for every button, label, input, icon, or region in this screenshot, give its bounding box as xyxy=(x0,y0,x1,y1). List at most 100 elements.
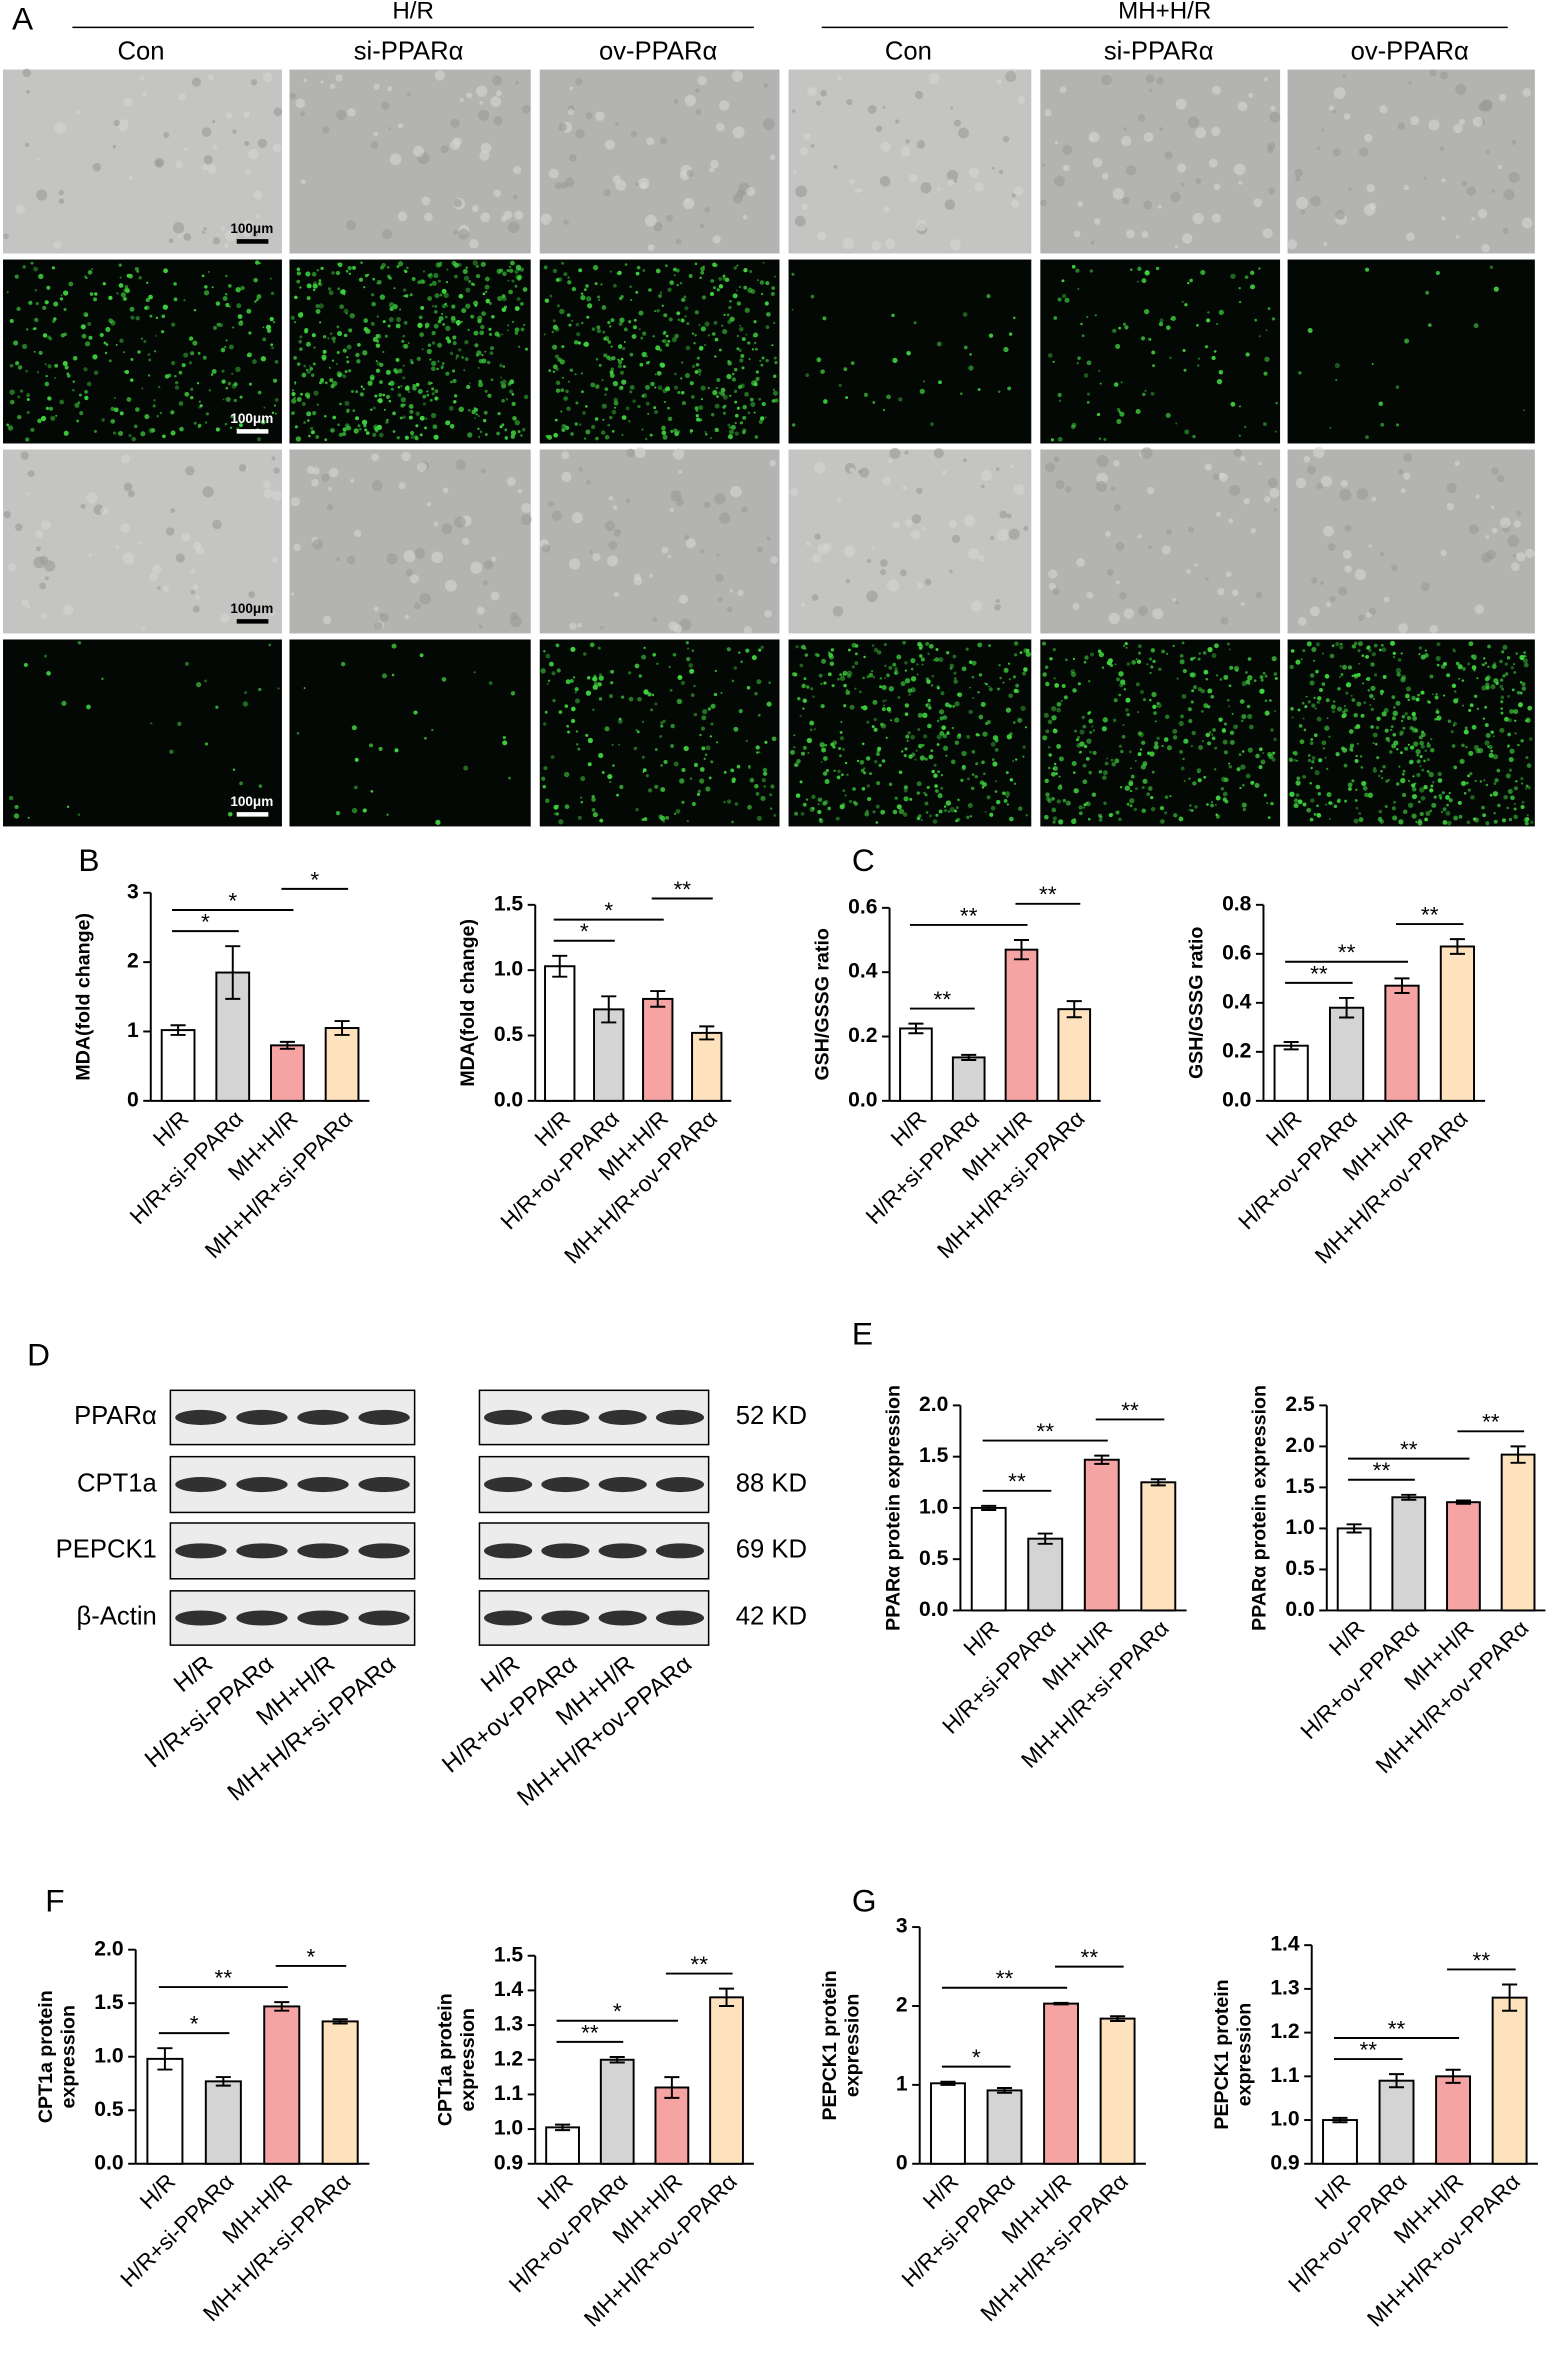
cell-dot xyxy=(373,424,379,430)
cell-dot xyxy=(971,675,975,679)
cell-dot xyxy=(1228,765,1233,769)
cell-dot xyxy=(877,748,881,753)
cell-dot xyxy=(748,766,751,769)
cell-dot xyxy=(1142,392,1146,397)
y-tick-label: 0.4 xyxy=(848,960,878,983)
cell-dot xyxy=(1420,732,1426,738)
fluorescence-image xyxy=(1287,639,1535,827)
cell-dot xyxy=(1078,751,1082,754)
cell-dot xyxy=(645,401,650,406)
cell-dot xyxy=(1124,325,1129,330)
cell-dot xyxy=(739,327,744,332)
cell-dot xyxy=(809,720,815,726)
error-bar xyxy=(225,945,241,1000)
cell-dot xyxy=(660,787,666,793)
cell-dot xyxy=(851,665,855,669)
cell-dot xyxy=(1190,657,1194,661)
cell-dot xyxy=(820,760,823,763)
bar xyxy=(1435,2075,1472,2165)
cell-dot xyxy=(1343,763,1348,768)
cell-dot xyxy=(667,287,672,292)
cell-texture xyxy=(1156,77,1164,85)
cell-dot xyxy=(756,751,759,754)
cell-dot xyxy=(1211,736,1216,741)
cell-dot xyxy=(802,707,805,710)
cell-dot xyxy=(802,745,807,750)
cell-dot xyxy=(239,781,243,786)
cell-dot xyxy=(13,813,20,819)
cell-dot xyxy=(1137,731,1143,736)
cell-dot xyxy=(768,681,772,685)
cell-dot xyxy=(707,334,711,337)
cell-dot xyxy=(490,378,494,382)
cell-texture xyxy=(123,97,133,107)
cell-dot xyxy=(702,708,708,715)
cell-dot xyxy=(731,372,735,376)
cell-dot xyxy=(854,661,859,666)
cell-texture xyxy=(328,486,332,491)
cell-dot xyxy=(28,300,33,305)
y-axis-label: CPT1a protein xyxy=(434,1993,456,2126)
cell-dot xyxy=(918,643,924,649)
cell-texture xyxy=(1008,528,1020,540)
cell-texture xyxy=(626,448,636,458)
cell-dot xyxy=(1049,657,1053,661)
cell-dot xyxy=(372,406,376,410)
cell-dot xyxy=(1197,364,1200,367)
cell-dot xyxy=(1420,795,1426,801)
cell-dot xyxy=(1250,270,1255,275)
cell-dot xyxy=(1022,745,1026,749)
cell-dot xyxy=(648,288,652,292)
cell-texture xyxy=(203,155,213,165)
cell-texture xyxy=(703,501,711,508)
cell-dot xyxy=(735,289,738,292)
cell-texture xyxy=(1339,488,1352,501)
cell-texture xyxy=(405,568,413,577)
cell-texture xyxy=(506,477,516,487)
cell-dot xyxy=(727,359,731,363)
cell-dot xyxy=(722,394,728,400)
cell-dot xyxy=(679,281,683,285)
cell-dot xyxy=(1321,652,1324,655)
cell-texture xyxy=(886,579,899,592)
cell-dot xyxy=(697,789,701,793)
cell-dot xyxy=(444,315,448,319)
cell-dot xyxy=(1430,747,1435,753)
cell-dot xyxy=(839,754,842,758)
cell-texture xyxy=(1143,200,1153,210)
cell-texture xyxy=(769,459,777,467)
cell-dot xyxy=(625,406,630,411)
cell-dot xyxy=(660,764,663,767)
y-axis-label: PEPCK1 protein xyxy=(819,1970,841,2120)
cell-texture xyxy=(1233,448,1242,457)
cell-dot xyxy=(1266,802,1269,804)
cell-dot xyxy=(736,406,740,410)
cell-dot xyxy=(1151,691,1157,698)
cell-dot xyxy=(290,315,295,320)
cell-dot xyxy=(722,411,726,415)
cell-texture xyxy=(1496,474,1505,483)
cell-dot xyxy=(175,381,179,385)
cell-texture xyxy=(1371,496,1377,502)
cell-dot xyxy=(685,641,689,645)
cell-texture xyxy=(613,591,620,598)
cell-dot xyxy=(1307,700,1311,704)
cell-dot xyxy=(35,302,39,306)
cell-dot xyxy=(698,324,701,327)
column-label: ov-PPARα xyxy=(1351,38,1469,66)
cell-dot xyxy=(340,661,346,667)
cell-dot xyxy=(252,359,257,365)
cell-dot xyxy=(91,268,94,271)
cell-dot xyxy=(736,334,740,338)
cell-texture xyxy=(195,595,200,600)
cell-dot xyxy=(291,411,295,415)
cell-dot xyxy=(729,299,732,303)
cell-dot xyxy=(1421,768,1425,772)
cell-dot xyxy=(422,402,426,406)
cell-dot xyxy=(686,322,690,326)
cell-dot xyxy=(1235,668,1239,672)
x-tick-label: H/R xyxy=(918,2169,963,2214)
cell-dot xyxy=(34,317,39,323)
cell-dot xyxy=(903,796,909,802)
cell-texture xyxy=(1273,508,1278,512)
